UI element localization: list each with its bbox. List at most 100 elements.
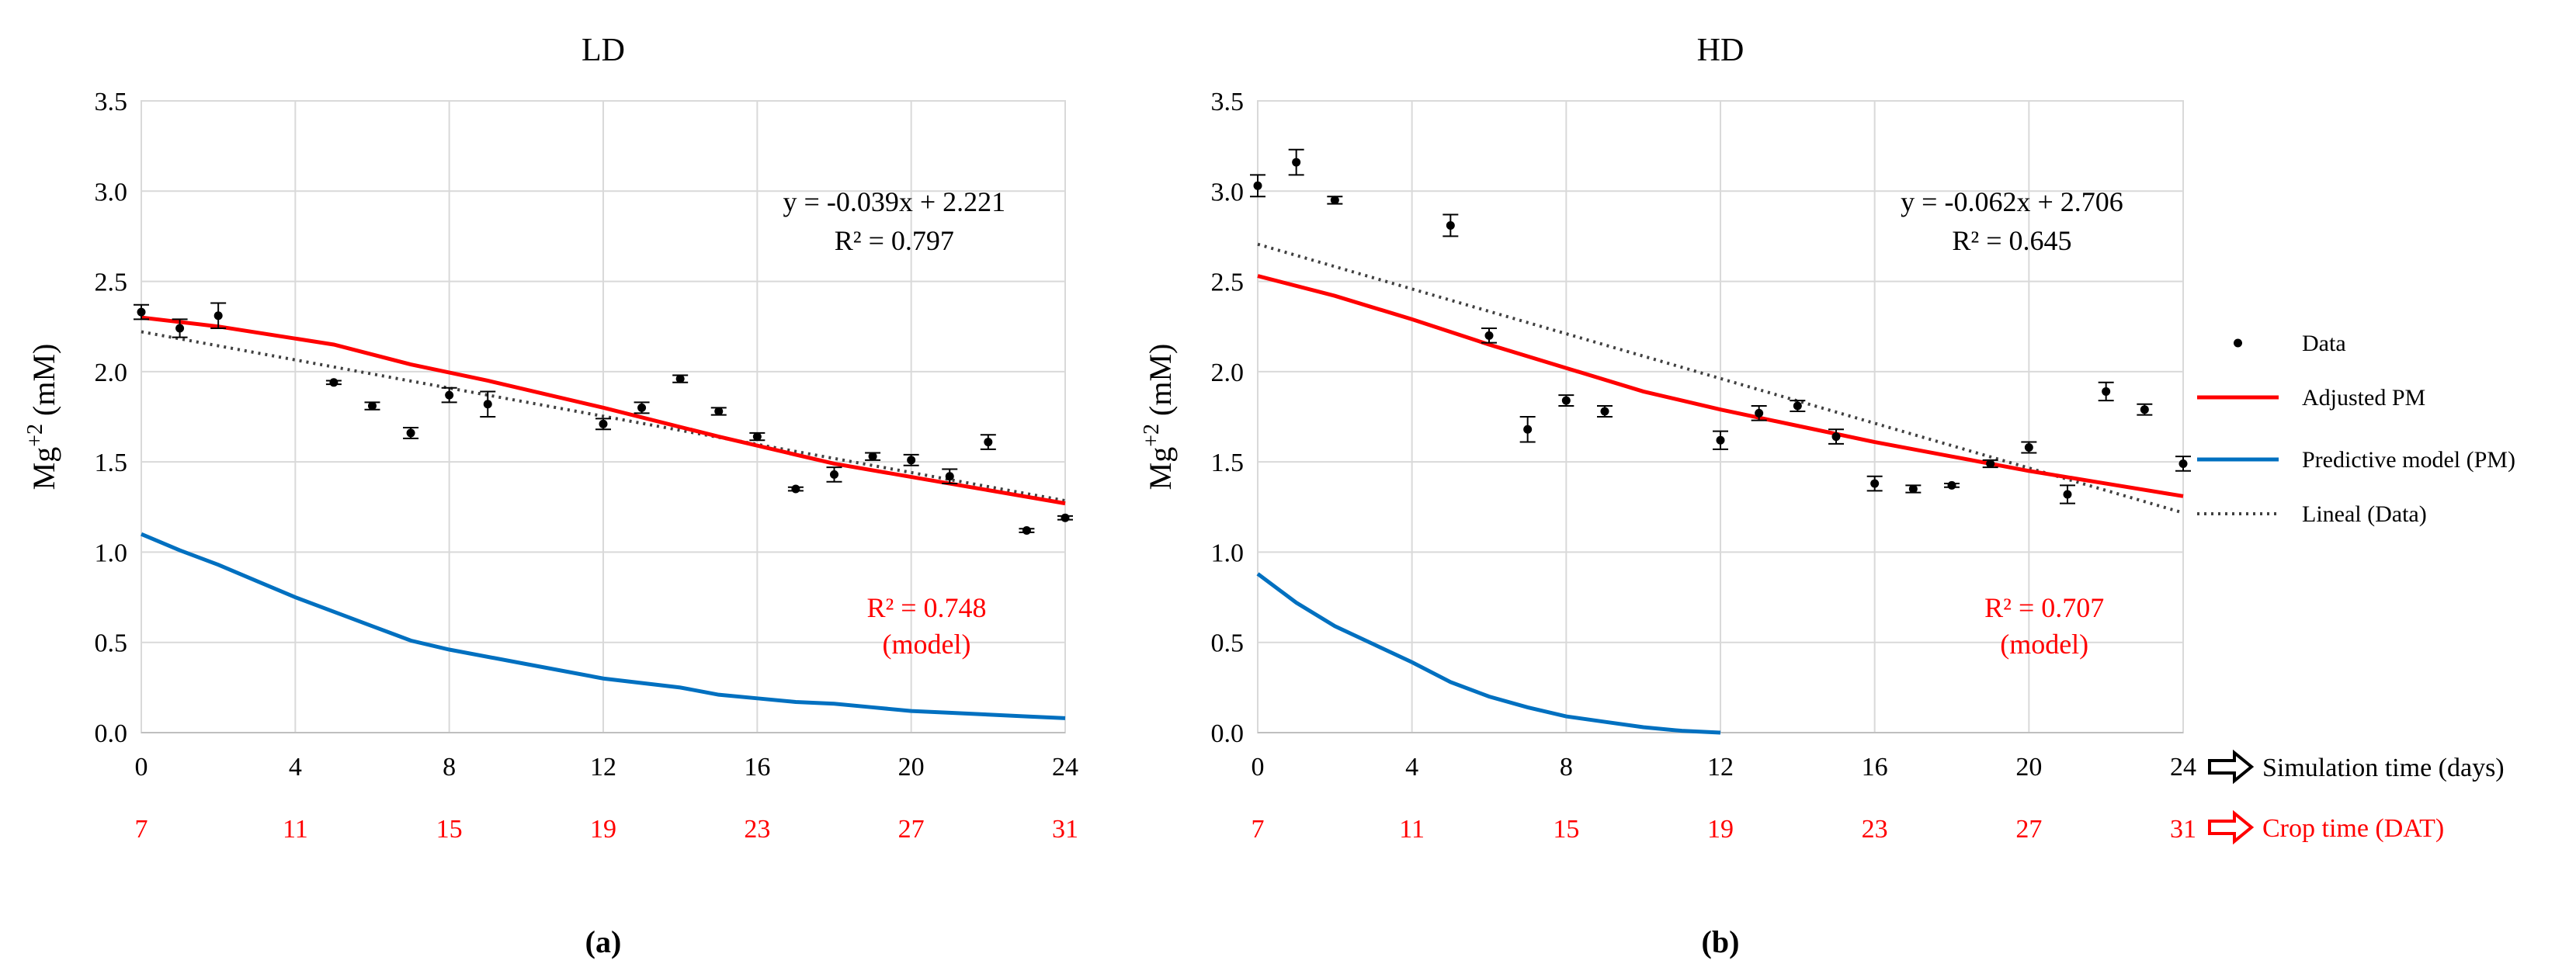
- data-marker: [1831, 432, 1841, 442]
- legend-label-lineal-data: Lineal (Data): [2302, 501, 2427, 527]
- legend-label-predictive-model: Predictive model (PM): [2302, 447, 2515, 473]
- y-tick-label: 0.5: [1211, 629, 1245, 658]
- data-marker: [2140, 405, 2149, 414]
- data-point: [1288, 148, 1304, 176]
- data-point: [480, 390, 496, 418]
- data-point: [595, 418, 611, 431]
- simulation-time-caption: Simulation time (days): [2262, 754, 2505, 782]
- data-marker: [868, 452, 877, 461]
- trendline-r2: R² = 0.645: [1952, 225, 2071, 256]
- panel-label: (b): [1702, 924, 1740, 959]
- data-point: [634, 401, 650, 414]
- data-marker: [2102, 386, 2111, 396]
- x-tick-label: 16: [744, 753, 770, 782]
- data-marker: [1022, 526, 1031, 536]
- data-marker: [1908, 484, 1918, 494]
- crop-tick-label: 19: [1707, 815, 1734, 844]
- series-predictive-model-line: [141, 532, 1066, 720]
- data-point: [1481, 328, 1497, 344]
- data-marker: [1330, 196, 1339, 205]
- data-marker: [483, 400, 492, 409]
- data-marker: [1446, 220, 1455, 230]
- chart-panel-1: 0.0 0.5 1.0 1.5 2.0 2.5 3.0 3.5 0 4 8 12 16 20 24 7 11 15…: [23, 33, 1078, 959]
- data-marker: [1292, 158, 1301, 167]
- data-marker: [907, 456, 916, 465]
- data-point: [1442, 213, 1459, 237]
- x-tick-label: 20: [2015, 753, 2042, 782]
- data-point: [403, 426, 419, 439]
- data-marker: [1986, 459, 1995, 468]
- y-tick-label: 0.0: [95, 719, 128, 748]
- x-tick-label: 4: [289, 753, 302, 782]
- data-marker: [1523, 425, 1533, 434]
- y-tick-label: 3.0: [95, 178, 128, 206]
- y-axis-label-base: Mg: [1143, 447, 1178, 490]
- x-tick-label: 24: [2170, 753, 2196, 782]
- data-point: [1327, 196, 1343, 205]
- trendline-equation: y = -0.062x + 2.706: [1901, 186, 2123, 217]
- data-marker: [368, 401, 377, 411]
- data-point: [2137, 403, 2153, 416]
- chart-panel-2: 0.0 0.5 1.0 1.5 2.0 2.5 3.0 3.5 0 4 8 12 16 20 24 7 11 15…: [1140, 33, 2196, 959]
- y-tick-label: 1.5: [95, 449, 128, 477]
- x-tick-label: 8: [443, 753, 456, 782]
- data-point: [749, 432, 766, 442]
- data-point: [903, 453, 919, 466]
- data-marker: [2063, 490, 2072, 499]
- data-point: [710, 407, 727, 416]
- data-marker: [1061, 513, 1070, 522]
- data-point: [2021, 441, 2037, 454]
- trendline-equation: y = -0.039x + 2.221: [783, 186, 1006, 217]
- y-axis-label-unit: (mM): [1143, 344, 1178, 424]
- series-adjusted-pm-line: [141, 315, 1066, 506]
- data-marker: [1561, 396, 1571, 405]
- data-marker: [1600, 407, 1609, 416]
- y-tick-label: 2.0: [95, 359, 128, 387]
- data-marker: [1755, 408, 1764, 418]
- y-tick-label: 2.5: [1211, 269, 1245, 297]
- model-r2-note: (model): [2000, 629, 2088, 660]
- data-marker: [675, 374, 685, 383]
- simulation-time-arrow-icon: [2208, 749, 2255, 785]
- y-axis-label-superscript: +2: [1140, 424, 1164, 447]
- data-marker: [1253, 181, 1262, 190]
- model-r2-note: (model): [883, 629, 971, 660]
- data-marker: [137, 307, 146, 317]
- series-adjusted-pm-line: [1257, 274, 2184, 498]
- data-point: [1790, 400, 1806, 413]
- data-point: [865, 452, 881, 461]
- data-point: [134, 303, 149, 321]
- data-point: [1597, 405, 1613, 418]
- data-marker: [1716, 435, 1725, 445]
- data-point: [1250, 174, 1265, 198]
- data-marker: [2178, 459, 2188, 468]
- data-point: [1558, 394, 1574, 407]
- crop-tick-label: 19: [590, 815, 616, 844]
- data-point: [980, 434, 996, 450]
- data-point: [1519, 416, 1536, 443]
- data-point: [325, 378, 342, 387]
- y-tick-label: 1.0: [1211, 539, 1245, 567]
- data-point: [1828, 428, 1844, 445]
- data-point: [787, 484, 804, 494]
- data-marker: [214, 311, 223, 321]
- x-tick-label: 4: [1405, 753, 1418, 782]
- series-predictive-model-line: [1256, 572, 1721, 735]
- x-tick-label: 12: [1707, 753, 1734, 782]
- data-marker: [175, 324, 185, 333]
- y-axis-label-base: Mg: [26, 447, 61, 490]
- x-tick-label: 16: [1862, 753, 1888, 782]
- data-point: [1944, 480, 1960, 490]
- data-marker: [1870, 479, 1880, 488]
- legend-label-data: Data: [2302, 331, 2346, 356]
- data-point: [1057, 513, 1073, 522]
- panel-label: (a): [585, 924, 622, 959]
- data-point: [1866, 475, 1883, 492]
- y-axis-label: Mg+2 (mM): [1140, 344, 1178, 490]
- y-tick-label: 1.0: [95, 539, 128, 567]
- data-marker: [984, 438, 993, 447]
- chart-legend: Data Adjusted PM Predictive model (PM) Line…: [2197, 331, 2515, 527]
- y-tick-label: 3.5: [1211, 88, 1245, 116]
- data-point: [172, 318, 188, 338]
